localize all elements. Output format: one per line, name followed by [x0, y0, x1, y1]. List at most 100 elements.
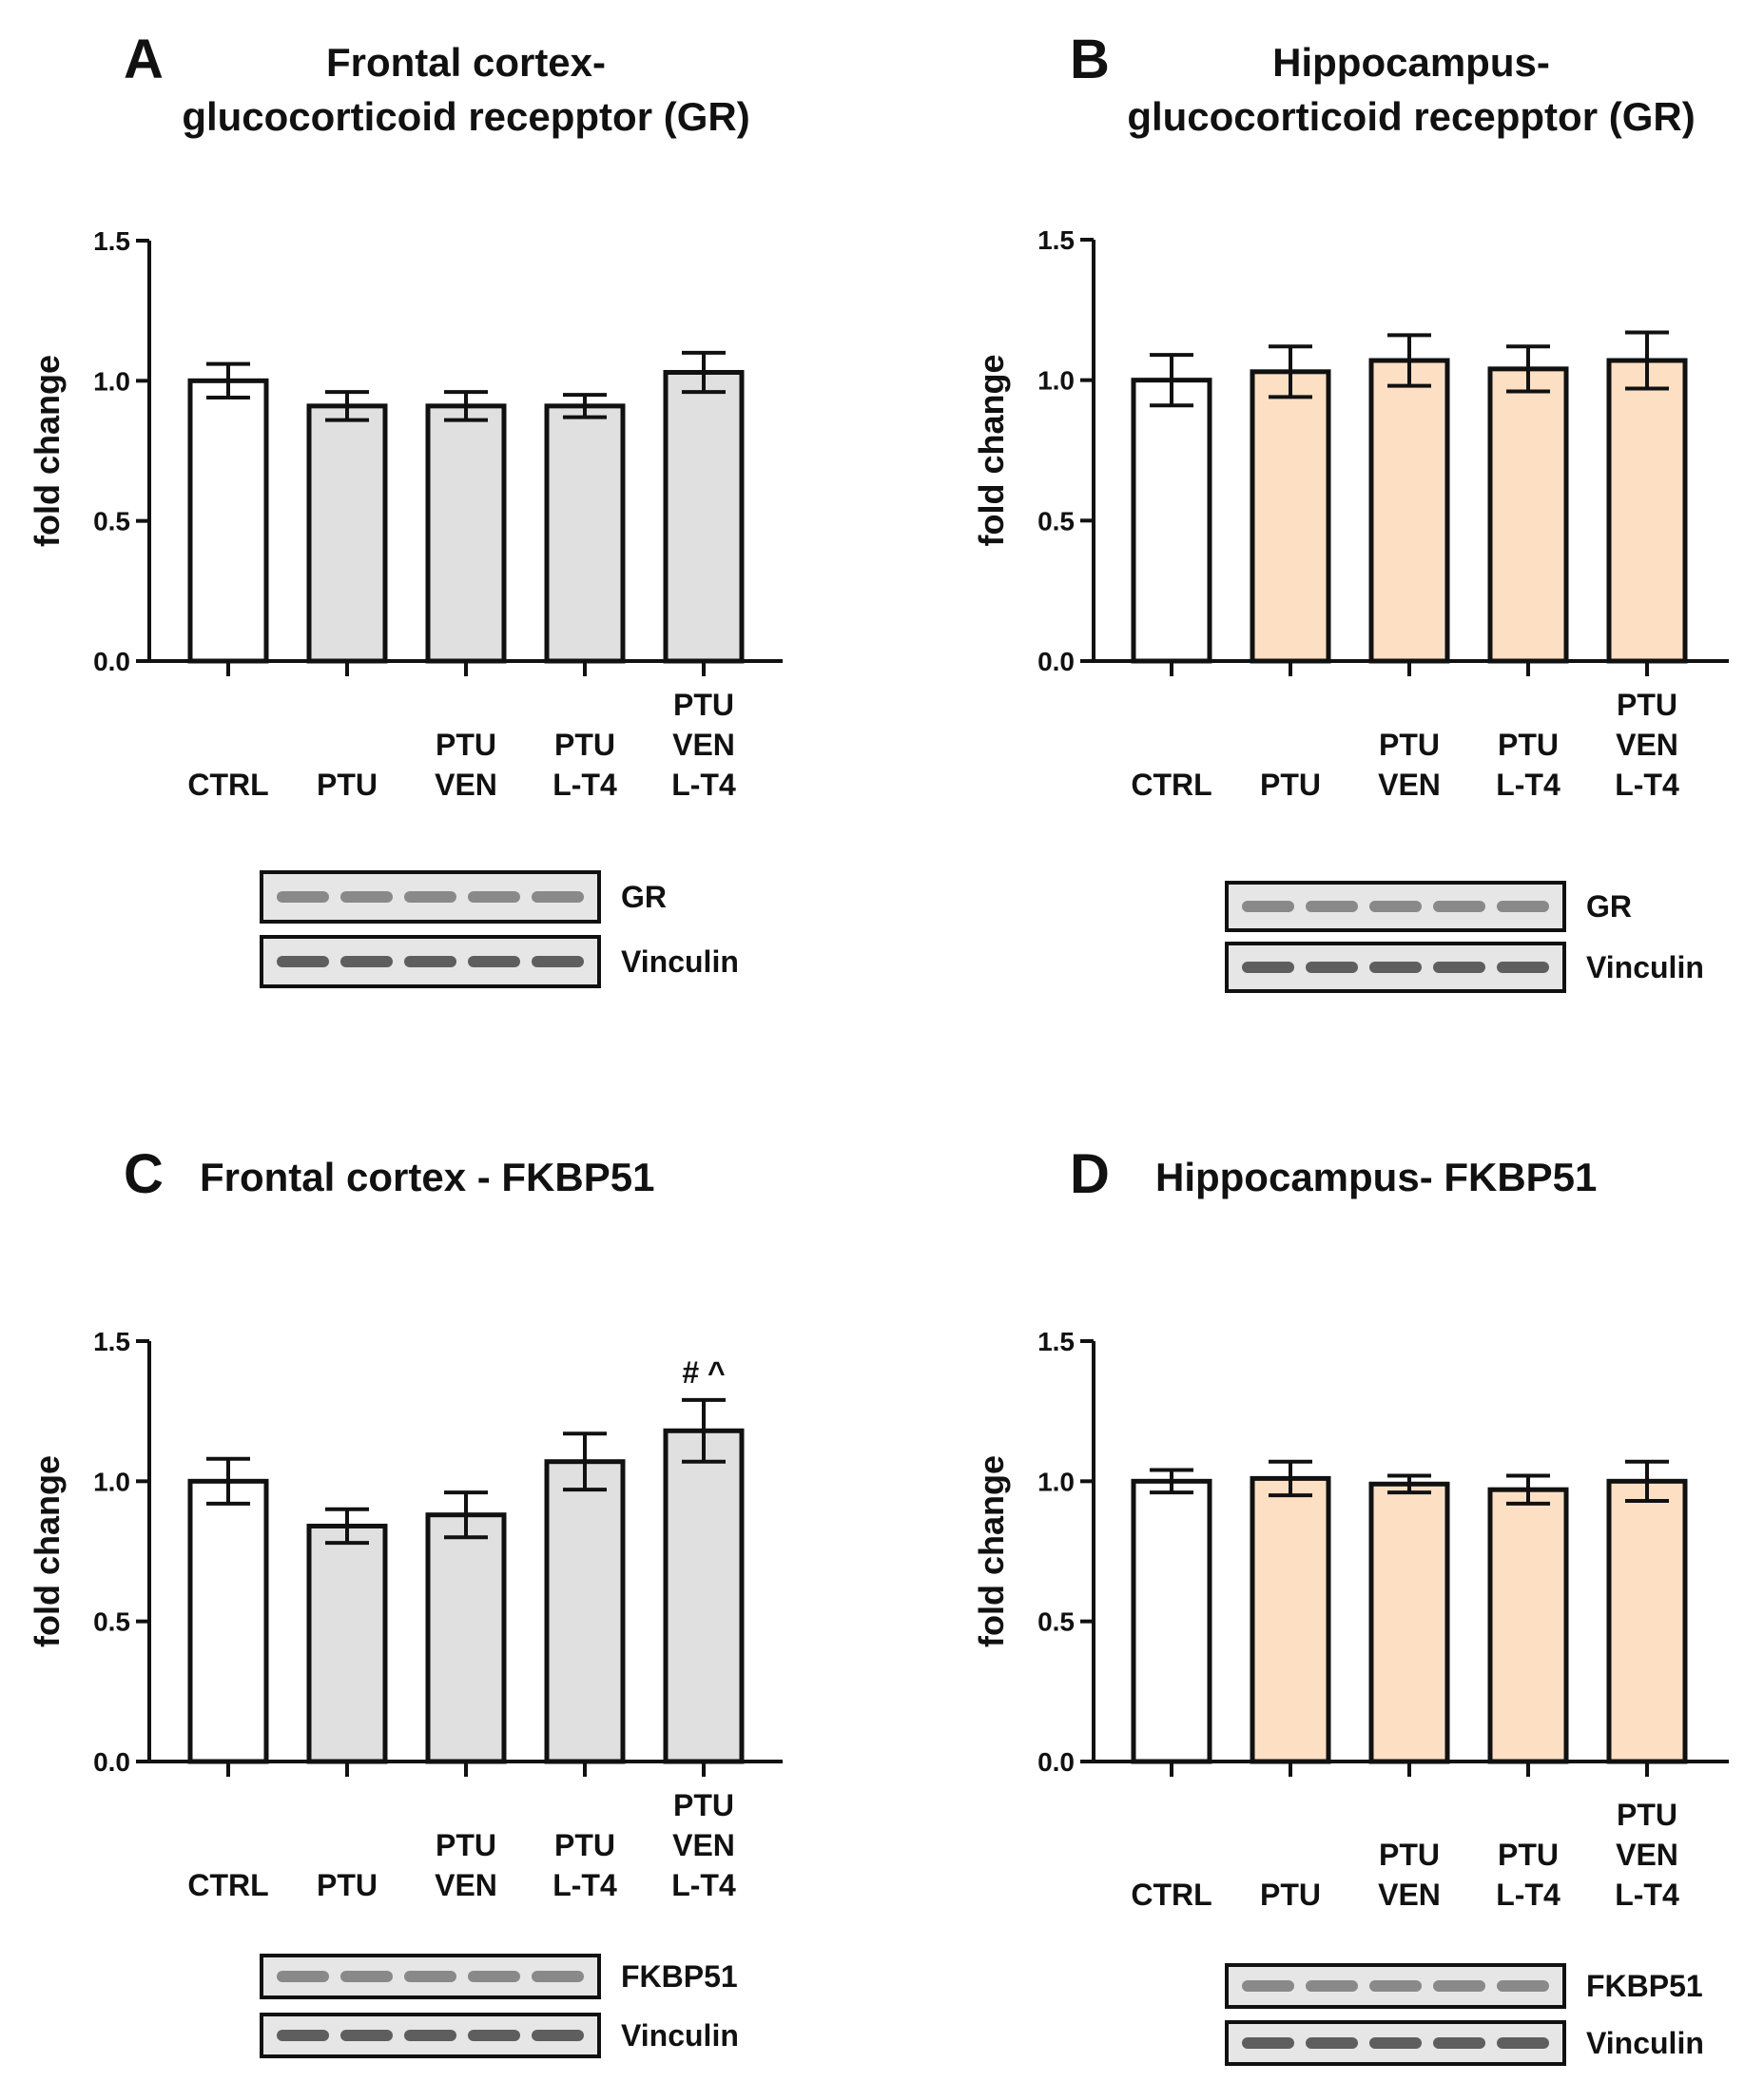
blot-band: [1369, 1980, 1422, 1992]
blot-band: [404, 891, 456, 903]
blot-band: [1242, 2037, 1294, 2049]
y-tick-label: 0.0: [93, 1747, 130, 1777]
y-tick-label: 1.0: [1037, 366, 1075, 396]
blot-band: [1497, 2037, 1549, 2049]
chart-title-line: glucocorticoid recepptor (GR): [182, 94, 749, 139]
chart-title-line: glucocorticoid recepptor (GR): [1127, 94, 1695, 139]
western-blot-strip: [260, 870, 601, 924]
bar: [544, 1459, 626, 1764]
bar: [1250, 369, 1331, 664]
x-tick-label: CTRL: [187, 768, 268, 802]
western-blot-strip: [260, 935, 601, 988]
x-tick-label: PTU: [1617, 688, 1677, 722]
bar: [1250, 1475, 1331, 1764]
bar: [425, 403, 507, 664]
blot-band: [277, 891, 329, 903]
blot-band: [1369, 2037, 1422, 2049]
x-tick-label: PTU: [673, 688, 734, 722]
bar: [306, 1523, 388, 1764]
x-tick-label: PTU: [1498, 1838, 1559, 1872]
western-blot-strip: [1225, 2020, 1566, 2066]
blot-band: [404, 956, 456, 967]
bar: [1487, 366, 1569, 664]
blot-band: [1242, 962, 1294, 973]
x-tick-label: PTU: [1498, 728, 1559, 762]
y-axis-label: fold change: [972, 354, 1011, 546]
blot-band: [340, 2030, 393, 2041]
blot-band: [1369, 901, 1422, 912]
y-tick-label: 0.5: [93, 507, 130, 536]
bar: [544, 403, 626, 664]
blot-band: [1242, 1980, 1294, 1992]
blot-band: [1497, 962, 1549, 973]
blot-label: Vinculin: [621, 944, 739, 979]
x-tick-label: PTU: [436, 1828, 496, 1862]
panel-a: A Frontal cortex-glucocorticoid recepptor…: [28, 29, 783, 988]
panel-letter: C: [124, 1143, 164, 1205]
panel-b: B Hippocampus-glucocorticoid recepptor (G…: [972, 29, 1729, 993]
x-tick-label: L-T4: [671, 1868, 736, 1902]
blot-band: [1369, 962, 1422, 973]
significance-label: # ^: [682, 1355, 725, 1390]
x-tick-label: VEN: [435, 768, 497, 802]
y-tick-label: 1.5: [1037, 225, 1075, 255]
panel-c: C Frontal cortex - FKBP51 0.0 0.5 1.0 1.5 fold…: [28, 1143, 783, 2058]
blot-band: [1433, 2037, 1485, 2049]
x-tick-label: PTU: [673, 1788, 734, 1822]
bar: [187, 1478, 269, 1764]
blot-label: GR: [1586, 889, 1632, 924]
bar: [1131, 378, 1212, 664]
x-tick-label: PTU: [554, 728, 615, 762]
blot-band: [468, 1971, 520, 1982]
bar: [425, 1512, 507, 1764]
panel-letter: D: [1070, 1143, 1110, 1205]
blot-band: [532, 1971, 584, 1982]
bar: [1487, 1487, 1569, 1764]
x-tick-label: PTU: [317, 1868, 378, 1902]
y-tick-label: 0.0: [93, 647, 130, 676]
x-tick-label: L-T4: [552, 768, 617, 802]
x-tick-label: L-T4: [1615, 1878, 1679, 1912]
blot-band: [277, 2030, 329, 2041]
blot-band: [277, 1971, 329, 1982]
blot-band: [404, 2030, 456, 2041]
x-tick-label: PTU: [554, 1828, 615, 1862]
western-blot-strip: [1225, 942, 1566, 993]
blot-band: [1433, 1980, 1485, 1992]
blot-label: GR: [621, 880, 667, 914]
blot-label: Vinculin: [1586, 2026, 1704, 2060]
blot-band: [1433, 901, 1485, 912]
y-tick-label: 0.5: [1037, 506, 1075, 535]
x-tick-label: VEN: [435, 1868, 497, 1902]
blot-band: [468, 2030, 520, 2041]
bar: [1606, 1478, 1688, 1764]
y-tick-label: 1.5: [1037, 1327, 1075, 1356]
chart-title-line: Frontal cortex - FKBP51: [200, 1155, 654, 1199]
y-tick-label: 0.5: [93, 1607, 130, 1637]
blot-band: [532, 891, 584, 903]
x-tick-label: PTU: [436, 728, 496, 762]
x-tick-label: L-T4: [1496, 768, 1560, 802]
blot-band: [1306, 2037, 1358, 2049]
y-axis-label: fold change: [28, 1455, 67, 1647]
blot-label: Vinculin: [621, 2018, 739, 2053]
x-tick-label: PTU: [1379, 728, 1440, 762]
blot-band: [1306, 962, 1358, 973]
western-blot-strip: [1225, 881, 1566, 932]
y-axis-label: fold change: [28, 355, 67, 547]
panel-d: D Hippocampus- FKBP51 0.0 0.5 1.0 1.5 fold cha…: [972, 1143, 1729, 2066]
x-tick-label: L-T4: [552, 1868, 617, 1902]
blot-band: [468, 956, 520, 967]
panel-letter: A: [124, 29, 164, 90]
x-tick-label: PTU: [1379, 1838, 1440, 1872]
bar: [1131, 1478, 1212, 1764]
panel-letter: B: [1070, 29, 1110, 90]
blot-band: [277, 956, 329, 967]
y-tick-label: 0.5: [1037, 1607, 1075, 1637]
x-tick-label: PTU: [1260, 1878, 1321, 1912]
bar: [663, 1428, 745, 1764]
blot-band: [340, 956, 393, 967]
bar: [306, 403, 388, 664]
western-blot-strip: [1225, 1963, 1566, 2009]
